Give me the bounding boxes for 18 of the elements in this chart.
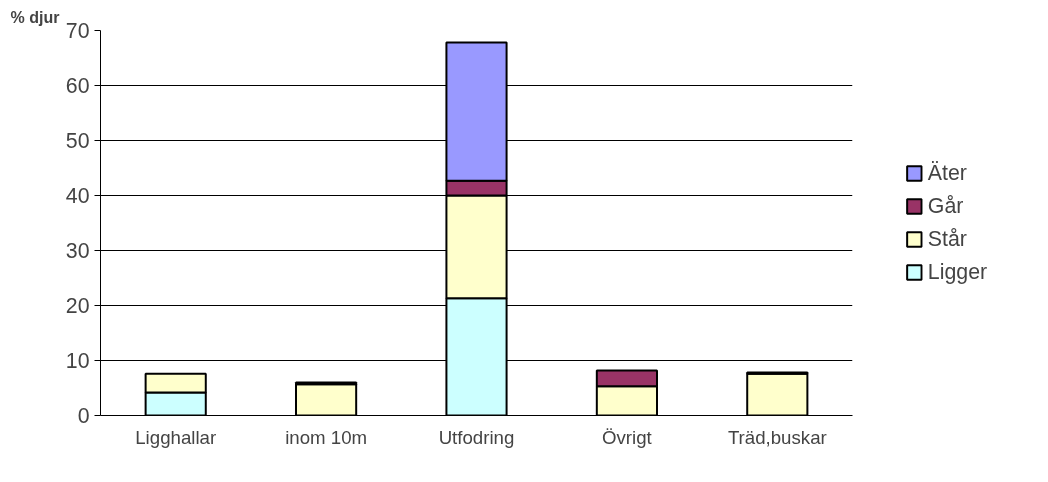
x-tick-label: Övrigt <box>602 426 653 448</box>
y-tick-label: 70 <box>65 19 90 43</box>
y-axis-title: % djur <box>10 8 60 26</box>
x-tick-label: Träd,buskar <box>727 426 827 448</box>
legend-label: Går <box>927 193 964 219</box>
x-tick-label: Utfodring <box>438 426 515 448</box>
x-tick-label: inom 10m <box>285 426 368 448</box>
y-tick-label: 30 <box>65 239 90 263</box>
y-tick-label: 40 <box>65 184 90 208</box>
legend-label: Står <box>927 226 967 252</box>
y-tick-label: 10 <box>65 349 90 373</box>
legend-label: Ligger <box>927 259 988 285</box>
legend-label: Äter <box>927 160 967 186</box>
y-tick-label: 60 <box>65 74 90 98</box>
y-tick-label: 20 <box>65 294 90 318</box>
y-tick-label: 0 <box>77 404 90 428</box>
x-tick-label: Ligghallar <box>135 426 217 448</box>
y-tick-label: 50 <box>65 129 90 153</box>
